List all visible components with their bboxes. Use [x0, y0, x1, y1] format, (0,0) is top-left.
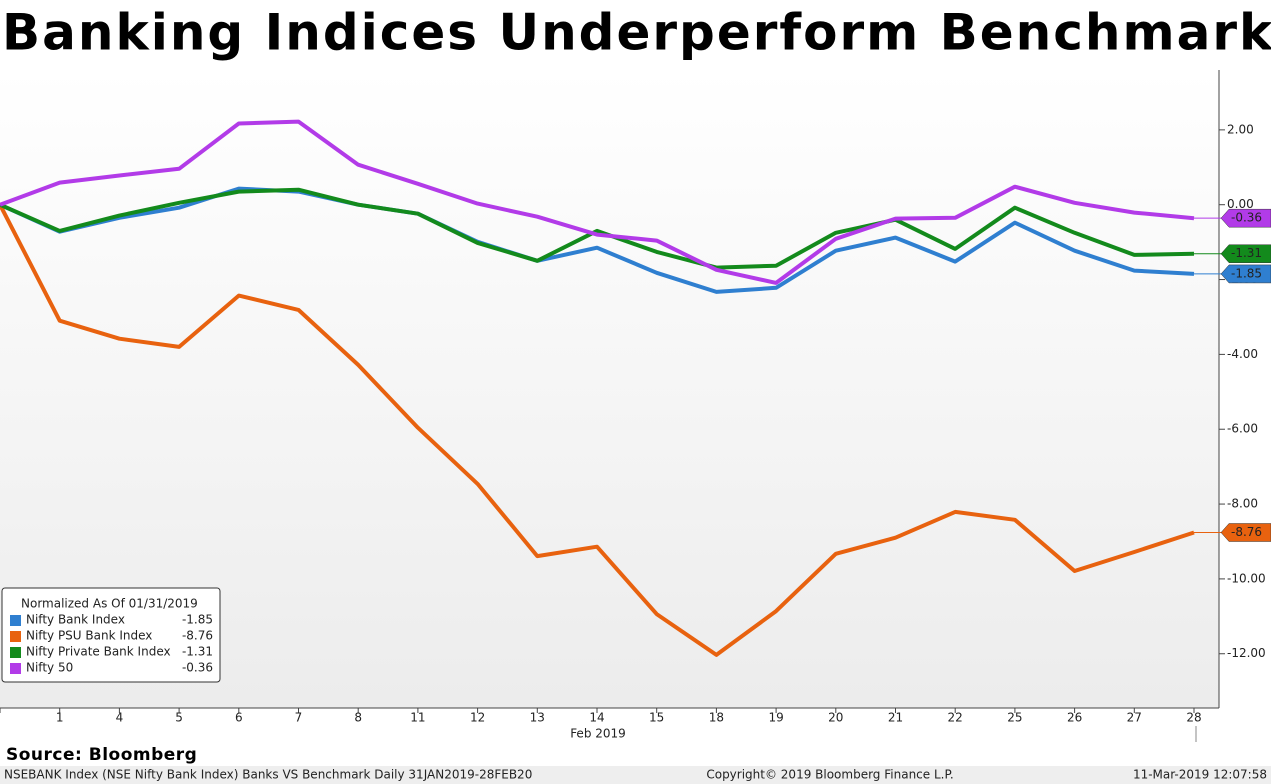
value-tag	[1220, 523, 1271, 542]
legend-label: Nifty Private Bank Index	[26, 645, 171, 659]
x-tick-label: 13	[530, 711, 545, 725]
legend-label: Nifty PSU Bank Index	[26, 629, 152, 643]
x-tick-label: 21	[888, 711, 903, 725]
legend-value: -1.85	[182, 613, 213, 627]
legend-value: -8.76	[182, 629, 213, 643]
x-axis-sublabel: Feb 2019	[570, 727, 626, 741]
value-tag	[1220, 244, 1271, 263]
value-tag-label: -1.85	[1231, 266, 1262, 280]
source: Source: Bloomberg	[6, 745, 197, 765]
legend-label: Nifty 50	[26, 661, 73, 675]
x-tick-label: 19	[768, 711, 783, 725]
x-tick-label: 20	[828, 711, 843, 725]
series-line	[0, 119, 1195, 285]
footer-left: NSEBANK Index (NSE Nifty Bank Index) Ban…	[4, 768, 532, 782]
series-line	[0, 203, 1195, 657]
value-tag-label: -0.36	[1231, 211, 1262, 225]
x-tick-label: 12	[470, 711, 485, 725]
y-tick-label: 0.00	[1227, 197, 1254, 211]
x-tick-label: 26	[1067, 711, 1082, 725]
value-tag	[1220, 264, 1271, 284]
x-tick-label: 5	[175, 711, 183, 725]
x-tick-label: 28	[1186, 711, 1201, 725]
legend-swatch	[10, 631, 21, 642]
legend-label: Nifty Bank Index	[26, 613, 125, 627]
y-tick-label: 2.00	[1227, 122, 1254, 136]
y-tick-label: -4.00	[1227, 347, 1258, 361]
legend-swatch	[10, 647, 21, 658]
y-tick-label: -12.00	[1227, 646, 1266, 660]
series-line	[0, 187, 1195, 270]
legend: Normalized As Of 01/31/2019 Nifty Bank In…	[1, 587, 221, 683]
x-tick-label: 22	[948, 711, 963, 725]
x-tick-label: 15	[649, 711, 664, 725]
x-tick-label: 6	[235, 711, 243, 725]
value-tag-label: -8.76	[1231, 525, 1262, 539]
legend-swatch	[10, 615, 21, 626]
y-tick-label: -10.00	[1227, 571, 1266, 585]
y-tick-label: -8.00	[1227, 497, 1258, 511]
footer-bar	[0, 766, 1271, 784]
x-tick-label: 25	[1007, 711, 1022, 725]
footer-right: 11-Mar-2019 12:07:58	[1133, 768, 1267, 782]
x-tick-label: 1	[56, 711, 64, 725]
x-tick-label: 7	[295, 711, 303, 725]
value-tag	[1220, 208, 1271, 228]
x-tick-label: 18	[709, 711, 724, 725]
x-tick-label: 27	[1127, 711, 1142, 725]
x-tick-label: 4	[116, 711, 124, 725]
x-tick-label: 8	[354, 711, 362, 725]
value-tag-label: -1.31	[1231, 246, 1262, 260]
series-line	[0, 186, 1195, 294]
footer-center: Copyright© 2019 Bloomberg Finance L.P.	[706, 768, 953, 782]
x-tick-label: 11	[410, 711, 425, 725]
legend-box	[1, 587, 221, 683]
chart-title: Banking Indices Underperform Benchmark	[2, 4, 1271, 62]
y-tick-label: -6.00	[1227, 422, 1258, 436]
x-tick-label: 14	[589, 711, 604, 725]
legend-swatch	[10, 663, 21, 674]
legend-value: -0.36	[182, 661, 213, 675]
legend-value: -1.31	[182, 645, 213, 659]
legend-title: Normalized As Of 01/31/2019	[21, 597, 198, 611]
